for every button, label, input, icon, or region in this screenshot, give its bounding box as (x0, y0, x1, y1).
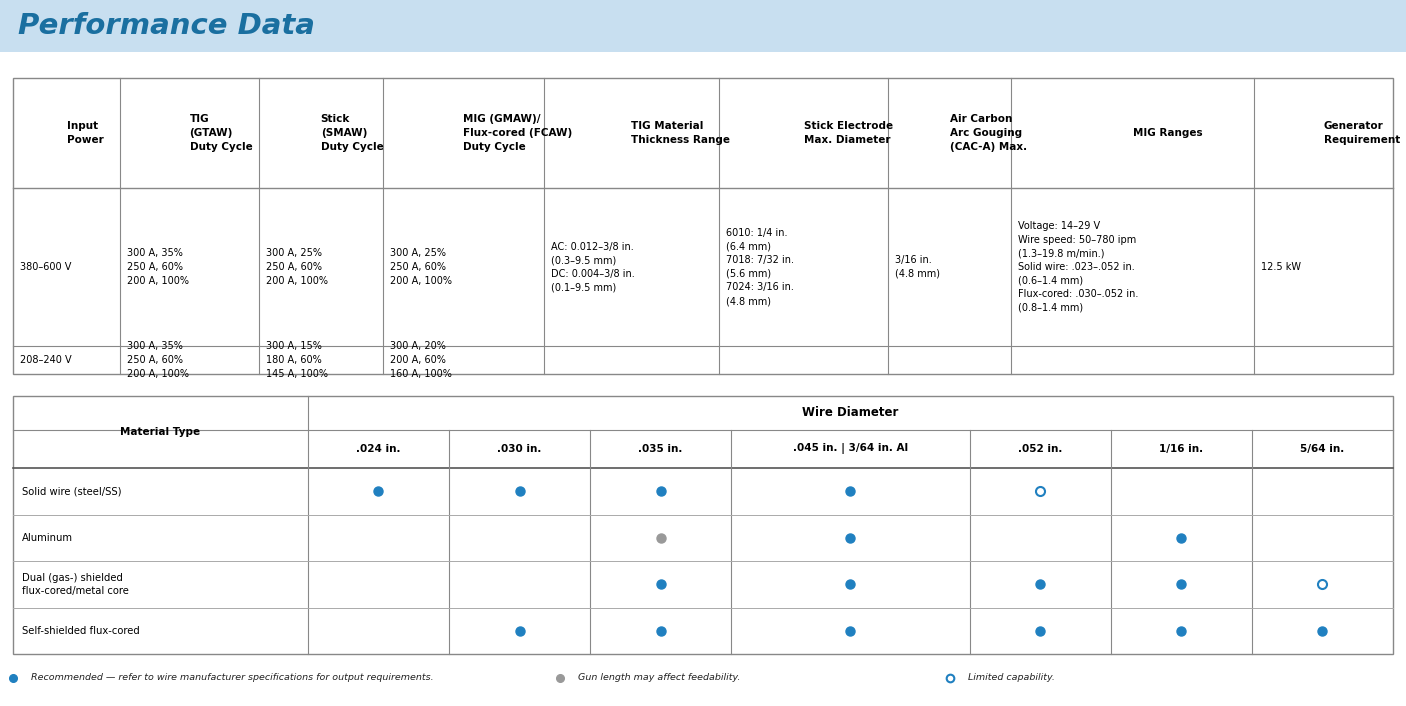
Text: 6010: 1/4 in.
(6.4 mm)
7018: 7/32 in.
(5.6 mm)
7024: 3/16 in.
(4.8 mm): 6010: 1/4 in. (6.4 mm) 7018: 7/32 in. (5… (727, 228, 794, 306)
Text: 300 A, 35%
250 A, 60%
200 A, 100%: 300 A, 35% 250 A, 60% 200 A, 100% (128, 249, 190, 286)
Text: Voltage: 14–29 V
Wire speed: 50–780 ipm
(1.3–19.8 m/min.)
Solid wire: .023–.052 : Voltage: 14–29 V Wire speed: 50–780 ipm … (1018, 221, 1139, 313)
Text: MIG (GMAW)/
Flux-cored (FCAW)
Duty Cycle: MIG (GMAW)/ Flux-cored (FCAW) Duty Cycle (463, 114, 572, 152)
Text: TIG
(GTAW)
Duty Cycle: TIG (GTAW) Duty Cycle (190, 114, 252, 152)
Text: .030 in.: .030 in. (498, 444, 541, 454)
Text: 5/64 in.: 5/64 in. (1301, 444, 1344, 454)
Text: Dual (gas-) shielded
flux-cored/metal core: Dual (gas-) shielded flux-cored/metal co… (22, 573, 129, 596)
Text: MIG Ranges: MIG Ranges (1133, 128, 1202, 138)
Text: Solid wire (steel/SS): Solid wire (steel/SS) (22, 486, 121, 496)
Text: Stick
(SMAW)
Duty Cycle: Stick (SMAW) Duty Cycle (321, 114, 384, 152)
Text: 300 A, 15%
180 A, 60%
145 A, 100%: 300 A, 15% 180 A, 60% 145 A, 100% (266, 342, 328, 378)
Text: 300 A, 20%
200 A, 60%
160 A, 100%: 300 A, 20% 200 A, 60% 160 A, 100% (389, 342, 451, 378)
Text: .035 in.: .035 in. (638, 444, 683, 454)
Text: Wire Diameter: Wire Diameter (803, 407, 898, 419)
Text: Material Type: Material Type (121, 427, 201, 437)
Text: Generator
Requirement: Generator Requirement (1323, 121, 1400, 145)
Text: 300 A, 25%
250 A, 60%
200 A, 100%: 300 A, 25% 250 A, 60% 200 A, 100% (389, 249, 451, 286)
Text: Stick Electrode
Max. Diameter: Stick Electrode Max. Diameter (804, 121, 893, 145)
Text: Performance Data: Performance Data (18, 12, 315, 40)
Text: 12.5 kW: 12.5 kW (1261, 262, 1302, 272)
Text: Aluminum: Aluminum (22, 533, 73, 543)
Text: 208–240 V: 208–240 V (20, 355, 72, 365)
Text: Limited capability.: Limited capability. (967, 674, 1054, 683)
Text: 1/16 in.: 1/16 in. (1159, 444, 1204, 454)
Text: .052 in.: .052 in. (1018, 444, 1063, 454)
Text: Self-shielded flux-cored: Self-shielded flux-cored (22, 626, 139, 635)
Text: 300 A, 25%
250 A, 60%
200 A, 100%: 300 A, 25% 250 A, 60% 200 A, 100% (266, 249, 328, 286)
Text: .045 in. | 3/64 in. Al: .045 in. | 3/64 in. Al (793, 443, 908, 455)
Text: AC: 0.012–3/8 in.
(0.3–9.5 mm)
DC: 0.004–3/8 in.
(0.1–9.5 mm): AC: 0.012–3/8 in. (0.3–9.5 mm) DC: 0.004… (551, 241, 634, 292)
Text: TIG Material
Thickness Range: TIG Material Thickness Range (631, 121, 731, 145)
Text: Air Carbon
Arc Gouging
(CAC-A) Max.: Air Carbon Arc Gouging (CAC-A) Max. (949, 114, 1026, 152)
Text: Recommended — refer to wire manufacturer specifications for output requirements.: Recommended — refer to wire manufacturer… (31, 674, 433, 683)
Text: 3/16 in.
(4.8 mm): 3/16 in. (4.8 mm) (894, 255, 939, 279)
Text: .024 in.: .024 in. (356, 444, 401, 454)
Text: Gun length may affect feedability.: Gun length may affect feedability. (578, 674, 741, 683)
Text: 380–600 V: 380–600 V (20, 262, 72, 272)
Bar (13, 396, 1393, 654)
FancyBboxPatch shape (0, 0, 1406, 52)
Text: 300 A, 35%
250 A, 60%
200 A, 100%: 300 A, 35% 250 A, 60% 200 A, 100% (128, 342, 190, 378)
Text: Input
Power: Input Power (66, 121, 104, 145)
Bar (13, 78, 1393, 374)
